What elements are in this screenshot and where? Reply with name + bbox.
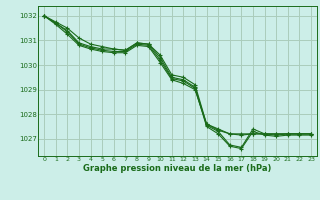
X-axis label: Graphe pression niveau de la mer (hPa): Graphe pression niveau de la mer (hPa) (84, 164, 272, 173)
